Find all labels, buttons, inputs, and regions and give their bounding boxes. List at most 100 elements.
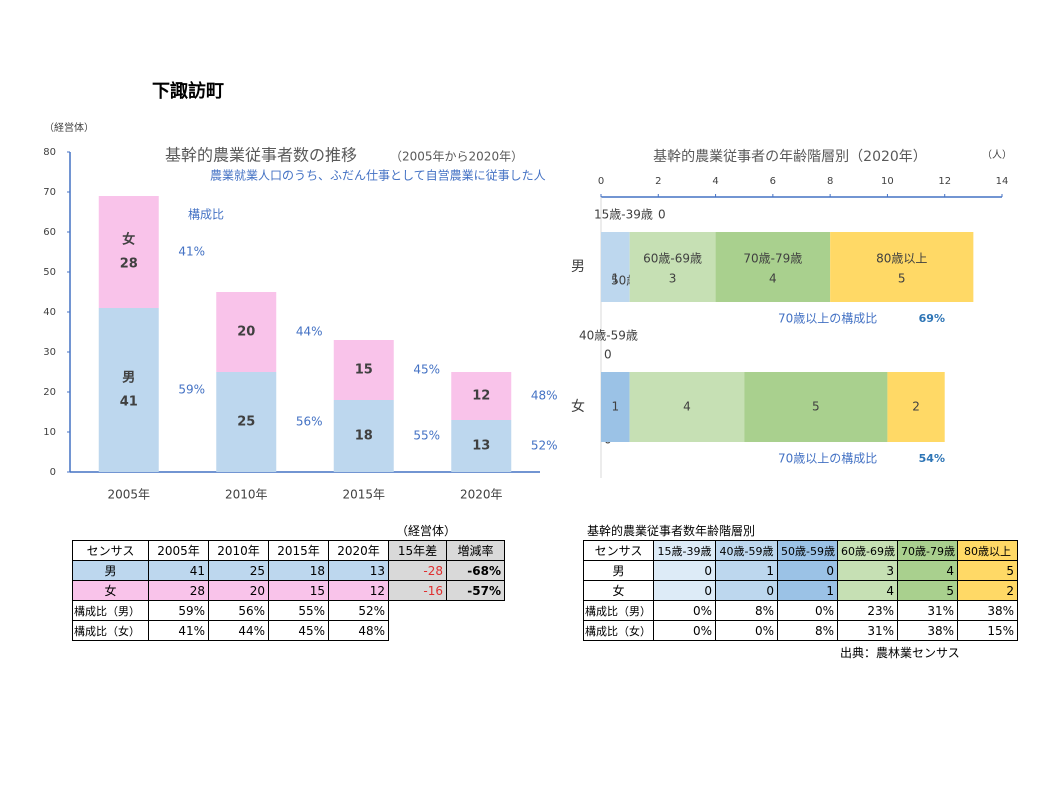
x-tick-label: 2005年 <box>107 488 150 502</box>
chart-title: 基幹的農業従事者の年齢階層別（2020年） <box>653 148 927 165</box>
table-row: 女 28 20 15 12 -16 -57% <box>72 580 505 601</box>
cell: 女 <box>583 580 654 601</box>
series-label: 70歳-79歳 <box>743 252 802 266</box>
cell: 0% <box>653 600 716 621</box>
y-tick-label: 80 <box>43 147 56 158</box>
bar-segment <box>629 372 745 442</box>
table-row: 構成比（女） 41% 44% 45% 48% <box>72 620 505 641</box>
cell: 12 <box>328 580 389 601</box>
header-cell: 2015年 <box>268 540 329 561</box>
cell: 8% <box>777 620 838 641</box>
value-label: 28 <box>120 257 138 272</box>
cell: 44% <box>208 620 269 641</box>
value-label: 3 <box>669 272 677 286</box>
page-title: 下諏訪町 <box>152 80 224 102</box>
x-tick-label: 6 <box>770 176 776 187</box>
bar-segment <box>451 420 512 472</box>
bar-segment <box>98 308 159 472</box>
table-body: センサス 15歳-39歳 40歳-59歳 50歳-59歳 60歳-69歳 70歳-79歳 8… <box>583 540 1018 641</box>
x-tick-label: 4 <box>712 176 718 187</box>
y-axis-label: （経営体） <box>44 121 94 134</box>
cell: 男 <box>72 560 149 581</box>
cell: 8% <box>715 600 778 621</box>
cell: 59% <box>148 600 209 621</box>
cell: 31% <box>897 600 958 621</box>
bar-segment <box>216 372 277 472</box>
cell: 4 <box>897 560 958 581</box>
chart-subtitle: （2005年から2020年） <box>390 150 523 164</box>
value-label: 15 <box>355 363 373 378</box>
cell: 45% <box>268 620 329 641</box>
cell: 構成比（男） <box>72 600 149 621</box>
cell: 女 <box>72 580 149 601</box>
series-label: 40歳-59歳 <box>579 329 638 343</box>
cell: -57% <box>446 580 505 601</box>
cell: 41% <box>148 620 209 641</box>
cell: 1 <box>715 560 778 581</box>
cell: 男 <box>583 560 654 581</box>
cell: 0 <box>653 560 716 581</box>
cell: 38% <box>897 620 958 641</box>
header-cell: 2020年 <box>328 540 389 561</box>
value-label: 5 <box>812 400 820 414</box>
bar-segment <box>629 232 716 302</box>
cell: 55% <box>268 600 329 621</box>
share-label: 45% <box>413 363 440 377</box>
bar-segment <box>333 400 394 472</box>
x-axis-label: （人） <box>982 149 1012 161</box>
header-cell: 60歳-69歳 <box>837 540 898 561</box>
header-cell: 40歳-59歳 <box>715 540 778 561</box>
series-label: 男 <box>122 371 135 386</box>
cell: 0% <box>653 620 716 641</box>
header-cell: 2010年 <box>208 540 269 561</box>
value-label: 2 <box>912 400 920 414</box>
header-cell: 15歳-39歳 <box>653 540 716 561</box>
cell: 0 <box>715 580 778 601</box>
cell: 25 <box>208 560 269 581</box>
bar-segment <box>744 372 888 442</box>
share-label: 55% <box>413 429 440 443</box>
cell: 56% <box>208 600 269 621</box>
table-row: 構成比（男） 0% 8% 0% 23% 31% 38% <box>583 600 1018 621</box>
table-row: 男 41 25 18 13 -28 -68% <box>72 560 505 581</box>
share-label: 41% <box>178 245 205 259</box>
series-label: 女 <box>122 232 135 248</box>
cell: 38% <box>957 600 1018 621</box>
header-cell: 15年差 <box>388 540 447 561</box>
bar-segment <box>451 372 512 420</box>
category-label: 男 <box>571 259 585 275</box>
x-tick-label: 2 <box>655 176 661 187</box>
value-label: 20 <box>237 325 255 340</box>
header-cell: センサス <box>583 540 654 561</box>
bar-segment <box>98 196 159 308</box>
cell: 41 <box>148 560 209 581</box>
category-label: 女 <box>571 398 585 415</box>
annotation: 農業就業人口のうち、ふだん仕事として自営農業に従事した人 <box>210 169 546 183</box>
cell: 13 <box>328 560 389 581</box>
note-label: 70歳以上の構成比 <box>778 312 877 326</box>
share-label: 56% <box>296 415 323 429</box>
cell: 28 <box>148 580 209 601</box>
value-label: 0 <box>658 208 666 222</box>
x-tick-label: 12 <box>938 176 951 187</box>
cell: 31% <box>837 620 898 641</box>
header-cell: 50歳-59歳 <box>777 540 838 561</box>
header-cell: センサス <box>72 540 149 561</box>
data-table: センサス 15歳-39歳 40歳-59歳 50歳-59歳 60歳-69歳 70歳-79歳 8… <box>583 540 1018 641</box>
share-title: 構成比 <box>188 208 224 222</box>
value-label: 12 <box>472 389 490 404</box>
cell: 0 <box>777 560 838 581</box>
value-label: 25 <box>237 415 255 430</box>
y-tick-label: 60 <box>43 227 56 238</box>
value-label: 1 <box>612 400 620 414</box>
bar-segment <box>601 232 630 302</box>
bar-segment <box>715 232 831 302</box>
note-value: 69% <box>919 312 945 325</box>
x-tick-label: 10 <box>881 176 894 187</box>
note-value: 54% <box>919 452 945 465</box>
cell: 0 <box>653 580 716 601</box>
cell: 5 <box>897 580 958 601</box>
